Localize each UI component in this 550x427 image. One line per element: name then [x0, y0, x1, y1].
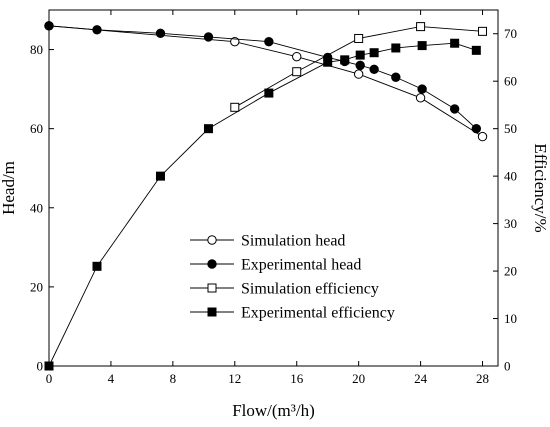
legend-marker — [207, 307, 217, 317]
legend-label: Experimental head — [241, 257, 361, 274]
legend-item: Simulation head — [190, 233, 345, 250]
y-left-tick-label: 60 — [30, 121, 43, 136]
legend-item: Experimental efficiency — [190, 305, 395, 322]
y-axis-left-label: Head/m — [0, 161, 18, 215]
y-left-tick-label: 40 — [30, 200, 43, 215]
data-point — [155, 171, 165, 181]
legend-item: Simulation efficiency — [190, 281, 379, 298]
data-point — [415, 93, 426, 103]
data-point — [92, 25, 102, 35]
series-line — [48, 25, 477, 129]
data-point — [417, 41, 427, 51]
y-right-tick-label: 70 — [504, 26, 517, 41]
legend-label: Simulation efficiency — [241, 281, 379, 298]
data-point — [264, 88, 274, 98]
data-point — [478, 26, 488, 36]
legend-marker — [207, 259, 217, 269]
data-point — [292, 51, 302, 62]
data-point — [471, 45, 481, 55]
data-point — [477, 131, 488, 142]
y-axis-right-label: Efficiency/% — [531, 143, 550, 232]
data-point — [155, 28, 166, 39]
data-point — [449, 104, 460, 114]
y-left-tick-label: 80 — [30, 42, 43, 57]
data-point — [203, 32, 214, 42]
data-point — [323, 57, 333, 67]
data-point — [471, 123, 482, 134]
data-point — [92, 261, 102, 271]
y-right-tick-label: 50 — [504, 121, 517, 136]
data-point — [391, 43, 401, 53]
series-3 — [44, 38, 481, 371]
x-tick-label: 8 — [170, 371, 177, 386]
legend-marker — [207, 235, 217, 245]
x-tick-label: 0 — [46, 371, 53, 386]
data-point — [203, 124, 213, 134]
x-tick-label: 28 — [476, 371, 489, 386]
y-right-tick-label: 0 — [504, 359, 511, 374]
data-point — [450, 38, 460, 48]
legend-label: Experimental efficiency — [241, 305, 395, 322]
y-right-tick-label: 60 — [504, 74, 517, 89]
data-point — [416, 22, 426, 32]
y-right-tick-label: 30 — [504, 216, 517, 231]
legend: Simulation head Experimental head Simulati… — [190, 233, 395, 322]
data-point — [391, 72, 401, 82]
data-point — [369, 64, 379, 75]
data-point — [369, 48, 379, 58]
data-point — [355, 60, 365, 71]
data-point — [353, 69, 364, 79]
x-tick-label: 16 — [290, 371, 304, 386]
plot-marks — [44, 21, 488, 371]
x-tick-label: 12 — [228, 371, 241, 386]
data-point — [44, 21, 54, 31]
y-left-tick-label: 0 — [37, 359, 44, 374]
plot-frame — [48, 9, 499, 367]
data-point — [340, 55, 350, 65]
data-point — [355, 50, 365, 60]
y-right-tick-label: 10 — [504, 311, 517, 326]
data-point — [417, 84, 427, 94]
data-point — [230, 102, 240, 112]
series-1 — [44, 21, 482, 134]
data-point — [44, 361, 54, 371]
y-right-tick-label: 40 — [504, 169, 517, 184]
y-right-tick-label: 20 — [504, 264, 517, 279]
y-left-tick-label: 20 — [30, 279, 43, 294]
x-tick-label: 4 — [108, 371, 115, 386]
legend-item: Experimental head — [190, 257, 361, 274]
x-tick-label: 24 — [414, 371, 428, 386]
legend-marker — [207, 283, 217, 293]
series-2 — [230, 22, 488, 112]
data-point — [292, 67, 302, 77]
data-point — [264, 36, 274, 47]
legend-label: Simulation head — [241, 233, 345, 250]
data-point — [354, 33, 364, 43]
plot-axes: 0 4 8 12 16 20 24 28 0 20 40 60 80 0 10 20 30 40 50 60 70 — [30, 9, 517, 386]
x-tick-label: 20 — [352, 371, 365, 386]
x-axis-label: Flow/(m³/h) — [232, 401, 315, 420]
